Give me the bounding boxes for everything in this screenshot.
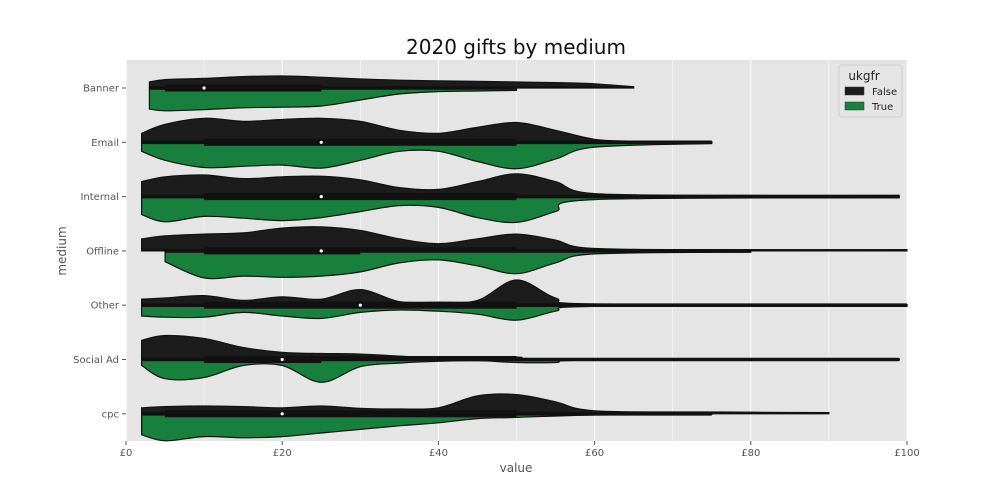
iqr-box-email-false [204,138,517,143]
median-marker-offline [319,249,323,253]
iqr-box-cpc-true [165,413,517,418]
iqr-box-banner-false [165,84,322,88]
iqr-box-other-true [204,305,517,309]
iqr-box-other-false [204,301,517,306]
violin-cpc-true [141,413,713,442]
violin-internal-true [141,196,900,224]
x-axis-ticks: £0 £20 £40 £60 £80 £100 [120,441,920,459]
x-tick-label: £60 [585,448,604,459]
y-tick-label-banner: Banner [83,84,120,95]
y-axis-ticks: Banner Email Internal Offline Other Social Ad… [73,84,126,420]
x-tick-label: £80 [741,448,760,459]
violin-offline-true [164,250,752,280]
legend-swatch-true [844,101,865,111]
violin-banner-true [148,87,518,112]
x-tick-label: £20 [273,448,292,459]
legend-label-false: False [872,87,897,98]
iqr-box-offline-true [204,250,361,255]
y-tick-label-social-ad: Social Ad [73,355,119,366]
legend-label-true: True [871,102,893,113]
iqr-box-email-true [204,142,517,146]
violin-cpc-false [141,393,830,415]
y-tick-label-cpc: cpc [102,409,119,420]
iqr-box-internal-true [204,196,517,201]
legend-title: ukgfr [848,69,879,83]
chart-title: 2020 gifts by medium [406,35,626,59]
iqr-box-social-ad-true [204,359,322,363]
median-marker-other [358,303,362,307]
x-tick-label: £40 [429,448,448,459]
violins [141,75,908,442]
iqr-box-banner-true [165,88,322,92]
iqr-box-social-ad-false [204,356,517,360]
y-axis-label: medium [55,226,69,275]
y-tick-label-email: Email [91,138,119,149]
iqr-box-offline-false [204,247,517,251]
median-marker-internal [319,195,323,199]
y-tick-label-other: Other [91,301,120,312]
median-marker-email [319,140,323,144]
violin-email-true [141,141,713,170]
y-tick-label-internal: Internal [80,192,119,203]
x-tick-label: £0 [120,448,133,459]
violin-email-false [141,117,713,143]
median-marker-social-ad [280,357,284,362]
x-tick-label: £100 [894,448,919,459]
median-marker-cpc [280,412,284,416]
y-tick-label-offline: Offline [86,246,119,257]
legend: ukgfr False True [838,64,903,118]
iqr-box-internal-false [204,193,517,197]
iqr-box-cpc-false [165,410,517,414]
x-axis-label: value [500,461,533,475]
legend-swatch-false [844,86,865,96]
median-marker-banner [202,86,206,90]
